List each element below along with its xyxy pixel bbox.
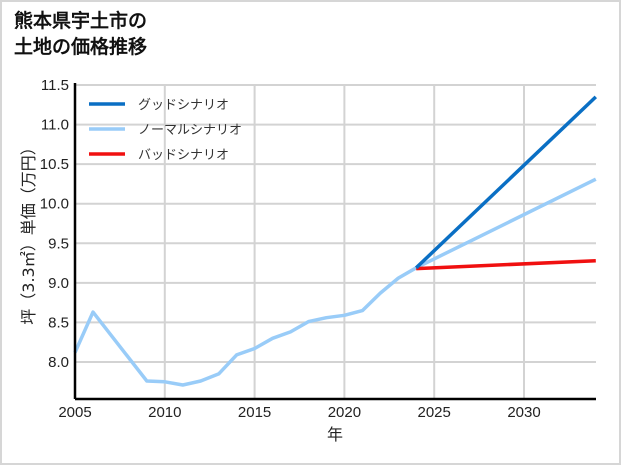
x-tick-label: 2030 [507, 404, 540, 421]
x-axis-label: 年 [327, 425, 343, 444]
title-line-2: 土地の価格推移 [14, 36, 148, 58]
y-tick-label: 8.0 [48, 354, 69, 371]
y-tick-label: 11.0 [41, 117, 69, 134]
series-line [414, 95, 598, 270]
y-tick-label: 9.0 [48, 275, 69, 292]
x-tick-label: 2005 [58, 404, 91, 421]
legend-label: ノーマルシナリオ [138, 123, 242, 138]
data-lines [73, 95, 598, 387]
axes [73, 83, 596, 401]
x-tick-label: 2015 [238, 404, 271, 421]
y-tick-label: 8.5 [48, 314, 69, 331]
chart-title: 熊本県宇土市の 土地の価格推移 [14, 8, 147, 60]
y-axis-label: 坪（3.3㎡）単価（万円） [19, 139, 38, 324]
tick-labels: 8.0 8.5 9.0 9.5 10.0 10.5 11.0 11.5 2005 2010 2015… [40, 77, 541, 421]
y-tick-label: 9.5 [48, 235, 69, 252]
x-tick-label: 2010 [148, 404, 181, 421]
y-tick-label: 11.5 [41, 77, 69, 94]
y-tick-label: 10.5 [40, 156, 69, 173]
x-tick-label: 2025 [418, 404, 451, 421]
gridlines [75, 84, 596, 399]
legend-label: バッドシナリオ [138, 148, 229, 163]
series-line [416, 258, 596, 271]
series-line [73, 177, 597, 387]
x-tick-label: 2020 [328, 404, 361, 421]
legend-label: グッドシナリオ [138, 98, 229, 113]
title-line-1: 熊本県宇土市の [14, 10, 148, 32]
y-tick-label: 10.0 [40, 196, 69, 213]
